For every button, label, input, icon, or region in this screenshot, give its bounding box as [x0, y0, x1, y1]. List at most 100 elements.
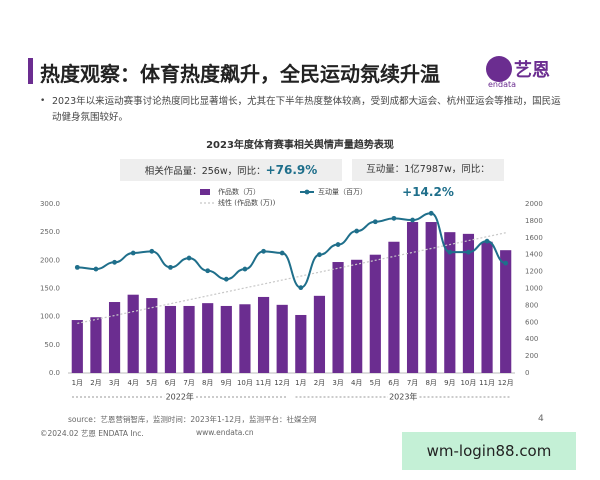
logo-text: 艺恩: [514, 60, 550, 81]
bar: [481, 241, 493, 373]
bar: [295, 314, 307, 373]
x-tick-label: 5月: [370, 379, 381, 387]
y2-tick-label: 400: [525, 335, 538, 343]
y2-tick-label: 1800: [525, 217, 543, 225]
slide-title: 热度观察：体育热度飙升，全民运动氛续升温: [40, 62, 440, 86]
bar: [257, 296, 270, 373]
group-label: 2022年: [166, 392, 194, 402]
x-tick-label: 7月: [407, 379, 418, 387]
y-tick-label: 100.0: [40, 313, 60, 321]
legend-swatch: [200, 189, 210, 195]
x-tick-label: 5月: [146, 379, 157, 387]
x-tick-label: 3月: [332, 379, 343, 387]
bar: [351, 259, 363, 373]
x-tick-label: 6月: [388, 379, 399, 387]
line-point: [242, 266, 248, 272]
bar: [239, 304, 251, 373]
legend-label: 互动量（百万）: [318, 187, 367, 196]
x-tick-label: 6月: [165, 379, 176, 387]
stat-box: 相关作品量：256w，同比：+76.9%: [120, 159, 342, 181]
x-tick-label: 1月: [295, 379, 306, 387]
title-bar: [28, 58, 33, 84]
legend-label: 线性 (作品数 (万)): [218, 198, 276, 207]
line-point: [410, 217, 415, 223]
x-tick-label: 4月: [127, 379, 138, 387]
bar: [202, 303, 214, 373]
legend-swatch: [304, 189, 310, 195]
bar: [444, 232, 456, 373]
line-point: [205, 268, 211, 274]
bar: [462, 233, 475, 373]
bar: [406, 222, 419, 373]
x-tick-label: 11月: [256, 379, 272, 387]
line-point: [130, 250, 136, 256]
y2-tick-label: 800: [525, 301, 538, 309]
line-point: [503, 260, 509, 266]
x-tick-label: 9月: [444, 379, 455, 387]
stat-label: 互动量：1亿7987w，同比：: [366, 164, 490, 175]
bar: [146, 298, 158, 373]
y2-tick-label: 1000: [525, 285, 543, 293]
line-point: [372, 219, 378, 225]
y-tick-label: 300.0: [40, 200, 60, 208]
bar: [183, 305, 195, 373]
line-point: [149, 248, 155, 254]
y-tick-label: 250.0: [40, 228, 60, 236]
x-tick-label: 2月: [314, 379, 325, 387]
x-tick-label: 1月: [72, 379, 83, 387]
x-tick-label: 2月: [90, 379, 101, 387]
x-tick-label: 8月: [425, 379, 436, 387]
bar: [71, 320, 83, 373]
y2-tick-label: 600: [525, 318, 538, 326]
x-tick-label: 11月: [479, 379, 495, 387]
line-point: [447, 249, 453, 255]
y-tick-label: 150.0: [40, 285, 60, 293]
bar: [127, 294, 139, 373]
stat-box: 互动量：1亿7987w，同比： +14.2%: [352, 159, 504, 199]
bar: [313, 295, 326, 373]
y2-tick-label: 1200: [525, 268, 543, 276]
x-tick-label: 10月: [460, 379, 476, 387]
copyright: ©2024.02 艺恩 ENDATA Inc.: [40, 429, 144, 438]
bar: [90, 317, 102, 373]
bar: [369, 254, 381, 373]
source: source：艺恩营销智库，监测时间：2023年1-12月，监测平台：社媒全网: [68, 415, 317, 424]
y-tick-label: 50.0: [44, 341, 60, 349]
x-tick-label: 3月: [109, 379, 120, 387]
line-point: [93, 266, 99, 272]
x-tick-label: 12月: [274, 379, 290, 387]
chart-title: 2023年度体育赛事相关舆情声量趋势表现: [206, 138, 394, 151]
line-point: [466, 249, 471, 255]
y2-tick-label: 0: [525, 369, 529, 377]
bar: [108, 302, 121, 373]
x-tick-label: 12月: [498, 379, 514, 387]
line-point: [298, 285, 304, 291]
y2-tick-label: 1600: [525, 234, 543, 242]
y-tick-label: 0.0: [49, 369, 60, 377]
line-point: [112, 259, 117, 265]
y2-tick-label: 1400: [525, 251, 543, 259]
bar: [500, 250, 512, 373]
x-tick-label: 4月: [351, 379, 362, 387]
bar: [332, 262, 344, 373]
line-point: [391, 215, 397, 221]
group-label: 2023年: [389, 392, 417, 402]
x-tick-label: 10月: [237, 379, 253, 387]
logo-icon: [486, 56, 512, 82]
legend-label: 作品数（万）: [218, 187, 260, 196]
y2-tick-label: 2000: [525, 200, 543, 208]
x-tick-label: 7月: [183, 379, 194, 387]
line-point: [74, 264, 80, 270]
line: [77, 212, 506, 289]
bar: [276, 304, 288, 373]
bar: [220, 305, 232, 373]
line-point: [335, 242, 341, 247]
bar: [388, 241, 400, 373]
site: www.endata.cn: [196, 428, 254, 437]
bar: [164, 305, 177, 373]
line-point: [354, 228, 360, 234]
stat-value: +14.2%: [402, 185, 454, 199]
trend-line: [77, 232, 506, 325]
line-point: [223, 276, 229, 282]
